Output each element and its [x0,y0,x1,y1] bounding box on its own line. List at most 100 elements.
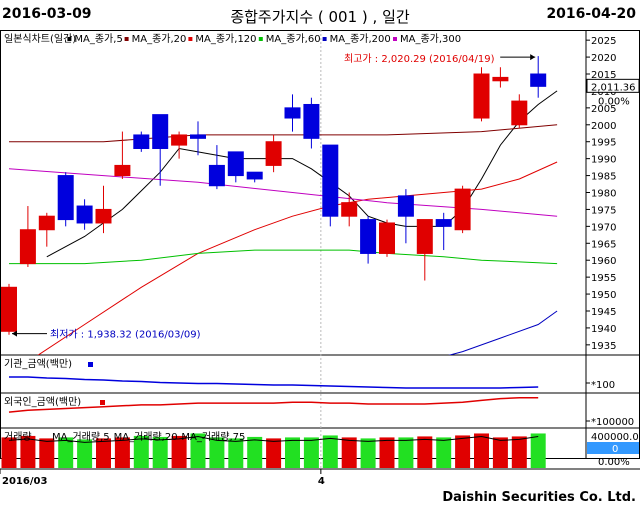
candle-body [530,73,547,87]
annotations: 최고가 : 2,020.29 (2016/04/19) 최저가 : 1,938.3… [12,53,536,341]
y-tick-label: 1960 [591,256,616,267]
volume-bar [303,437,319,468]
chart-title: 종합주가지수 ( 001 ) , 일간 [230,8,410,26]
volume-bar [228,438,244,468]
volume-ma-line [8,435,539,443]
ma-line [448,310,558,355]
high-annotation: 최고가 : 2,020.29 (2016/04/19) [344,53,495,65]
title-bar: 2016-03-09 종합주가지수 ( 001 ) , 일간 2016-04-2… [0,0,640,30]
volume-value-label: 0 [612,444,618,455]
candle-body [511,100,528,126]
panel-title: 기관_금액(백만) [4,358,72,370]
volume-legend: MA_거래량,20 [114,431,178,443]
x-axis: 2016/03 4 [0,469,325,487]
legend-label: 일본식차트(일간) [4,33,76,45]
candle-body [208,164,225,187]
legend-swatch [322,37,327,41]
candle-body [152,114,169,149]
candle-body [454,188,471,231]
candles [1,56,547,335]
candle-body [492,76,509,82]
brand-label: Daishin Securities Co. Ltd. [442,490,636,505]
legend-swatch [393,37,397,41]
y-tick-label: 2020 [591,53,616,64]
candle-body [341,202,358,217]
panel-swatch [88,362,93,367]
candle-body [76,205,93,224]
candle-body [171,134,188,146]
volume-legend: MA_거래량,5 [52,431,110,443]
volume-bar [341,437,357,468]
volume-bar [114,437,130,468]
panel-axis-label: *100 [591,380,615,391]
last-price-label: 2,011.36 [591,82,636,93]
volume-bar [436,437,452,468]
y-tick-label: 1965 [591,239,616,250]
volume-change-label: 0.00% [598,457,630,468]
moving-averages [8,90,558,355]
y-tick-label: 1990 [591,155,616,166]
volume-bar [530,433,546,468]
candle-body [397,195,414,217]
volume-bar [152,436,168,468]
ma-line [9,249,558,265]
legend-swatch [124,37,129,41]
legend-swatch [188,37,193,41]
candle-body [1,286,17,332]
volume-bar [133,435,149,468]
y-tick-label: 1935 [591,341,616,352]
volume-bar [77,439,93,468]
y-tick-label: 1970 [591,222,616,233]
volume-bar [190,433,206,468]
volume-bar [20,435,36,468]
y-tick-label: 1995 [591,138,616,149]
volume-bar [171,435,187,468]
legend-swatch [258,37,263,41]
volume-bar [39,438,55,468]
legend-swatch [67,37,72,41]
volume-bar [455,435,471,468]
last-price-box [586,78,640,93]
volume-bar [474,433,489,468]
x-tick-label: 2016/03 [2,476,47,487]
candle-body [284,107,301,119]
high-arrow-head [530,54,536,61]
panel-title: 거래량 [4,431,32,443]
y-tick-label: 1940 [591,324,616,335]
volume-bar [360,438,376,468]
panel-axis-label: 400000.00 [591,432,640,443]
y-tick-label: 1980 [591,189,616,200]
volume-bar [322,435,338,468]
candle-body [322,144,339,217]
legend-label: MA_종가,200 [330,33,391,45]
volume-bar [379,437,395,468]
price-axis: 1935 1940 1945 1950 1955 1960 1965 1970 1975 1980… [586,36,640,352]
stock-chart: 일본식차트(일간)MA_종가,5 MA_종가,20 MA_종가,120 MA_종가,6… [0,30,640,487]
volume-bar [247,436,263,468]
end-date: 2016-04-20 [546,6,636,22]
y-tick-label: 1945 [591,307,616,318]
volume-bar [58,437,74,468]
candle-body [379,222,395,254]
x-tick-label: 4 [318,476,325,487]
y-tick-label: 1950 [591,290,616,301]
footer: Daishin Securities Co. Ltd. [0,490,640,512]
candle-body [246,171,263,180]
legend-label: MA_종가,120 [195,33,256,45]
low-arrow-head [12,330,17,337]
candle-body [190,134,206,139]
candle-body [227,151,244,177]
change-label: 0.00% [598,96,630,107]
foreigner-line [8,396,539,413]
legend: 일본식차트(일간)MA_종가,5 MA_종가,20 MA_종가,120 MA_종가,6… [4,33,461,45]
candle-body [57,175,74,221]
y-tick-label: 2000 [591,121,616,132]
volume-bar [492,437,508,468]
candle-body [133,134,150,149]
y-tick-label: 1975 [591,205,616,216]
volume-bar [511,436,527,468]
outer-border [0,30,640,459]
volume-bar [398,437,414,468]
candle-body [435,219,452,227]
low-annotation: 최저가 : 1,938.32 (2016/03/09) [50,329,201,341]
